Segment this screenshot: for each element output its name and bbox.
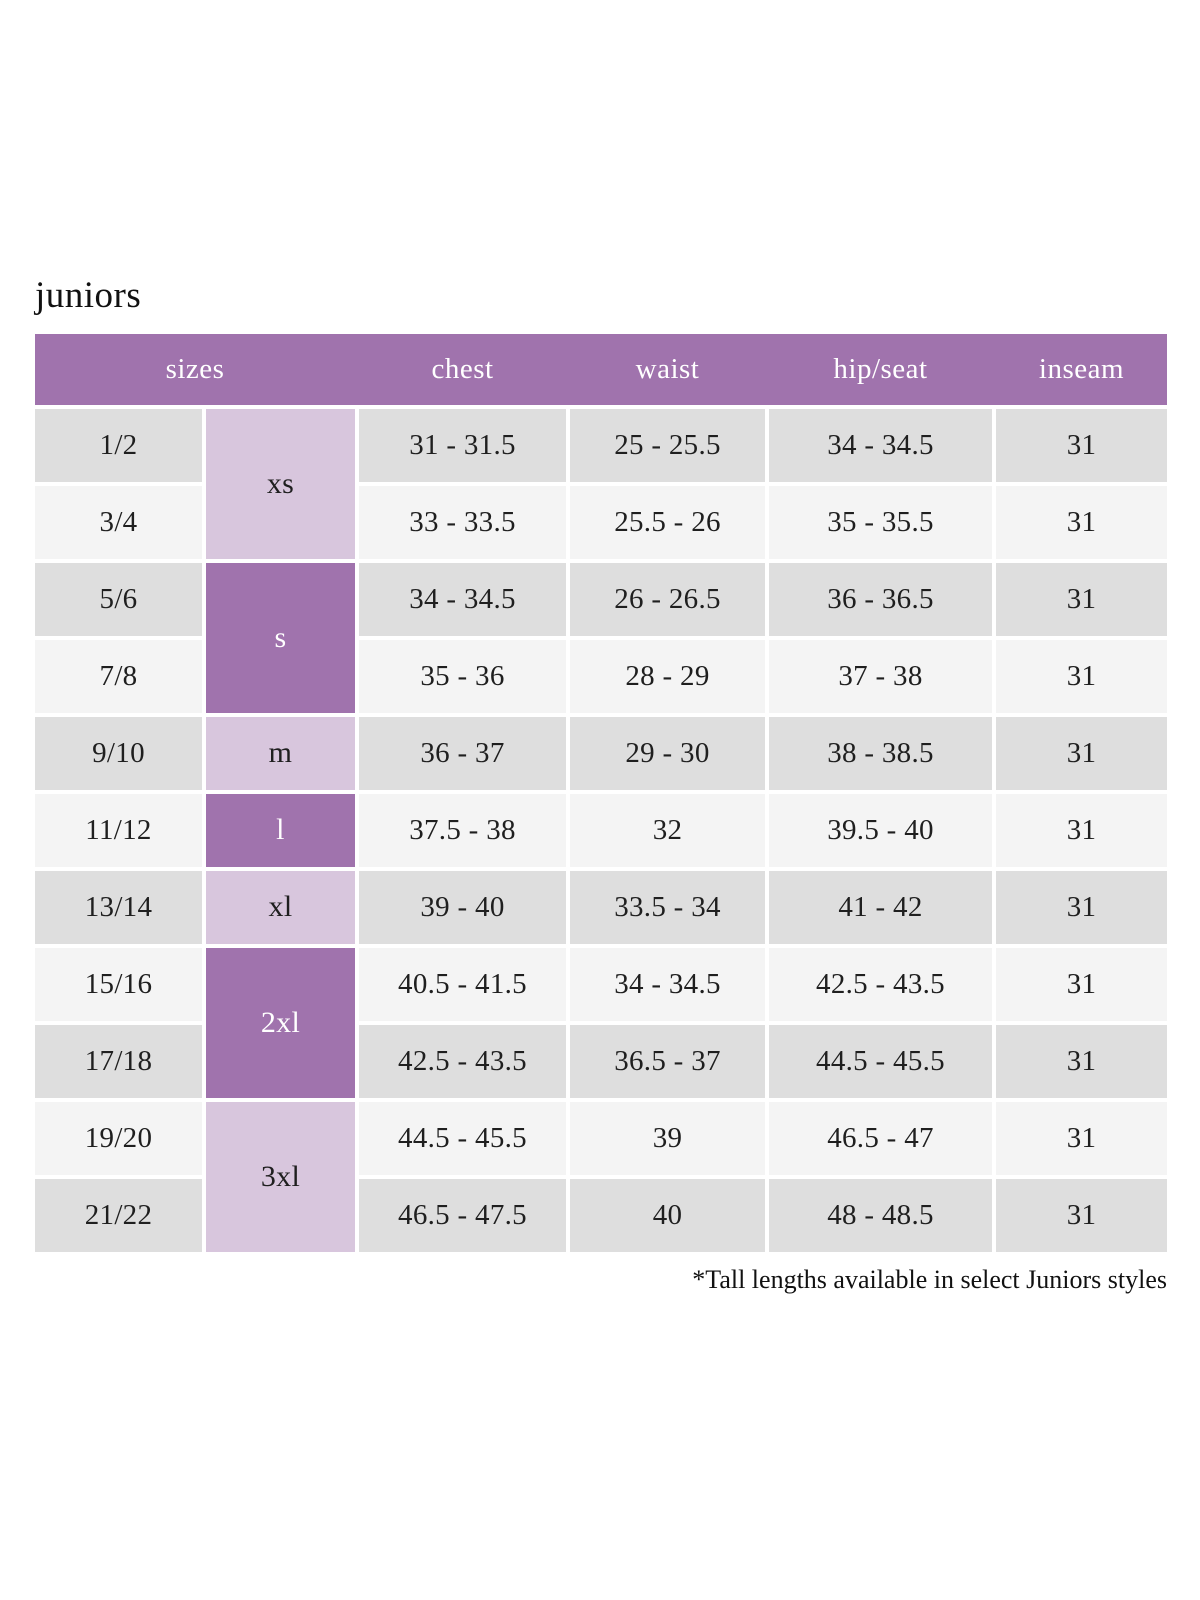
chest-cell: 39 - 40 [359,870,566,944]
chest-cell: 46.5 - 47.5 [359,1178,566,1252]
hip-seat-cell: 34 - 34.5 [769,408,992,482]
inseam-cell: 31 [996,1178,1167,1252]
hip-seat-cell: 46.5 - 47 [769,1101,992,1175]
size-group-cell-m: m [206,716,355,790]
hip-seat-cell: 48 - 48.5 [769,1178,992,1252]
table-header-row: sizes chest waist hip/seat inseam [35,333,1167,405]
chest-cell: 37.5 - 38 [359,793,566,867]
inseam-cell: 31 [996,562,1167,636]
size-cell: 17/18 [35,1024,202,1098]
hip-seat-cell: 37 - 38 [769,639,992,713]
size-cell: 15/16 [35,947,202,1021]
inseam-cell: 31 [996,1024,1167,1098]
size-group-cell-2xl: 2xl [206,947,355,1098]
inseam-cell: 31 [996,716,1167,790]
inseam-cell: 31 [996,870,1167,944]
waist-cell: 28 - 29 [570,639,765,713]
page-title: juniors [35,275,142,316]
footnote-text: *Tall lengths available in select Junior… [692,1264,1167,1294]
hip-seat-cell: 39.5 - 40 [769,793,992,867]
chest-cell: 31 - 31.5 [359,408,566,482]
size-cell: 13/14 [35,870,202,944]
size-cell: 3/4 [35,485,202,559]
waist-cell: 25.5 - 26 [570,485,765,559]
column-header-inseam: inseam [1038,352,1125,385]
inseam-cell: 31 [996,947,1167,1021]
size-cell: 1/2 [35,408,202,482]
chest-cell: 34 - 34.5 [359,562,566,636]
chest-cell: 44.5 - 45.5 [359,1101,566,1175]
table-body: 1/2 31 - 31.5 25 - 25.5 34 - 34.5 31 3/4 33 - … [35,408,1167,1252]
hip-seat-cell: 42.5 - 43.5 [769,947,992,1021]
inseam-cell: 31 [996,1101,1167,1175]
column-header-waist: waist [635,352,700,385]
waist-cell: 34 - 34.5 [570,947,765,1021]
waist-cell: 25 - 25.5 [570,408,765,482]
size-cell: 5/6 [35,562,202,636]
inseam-cell: 31 [996,793,1167,867]
size-group-cell-l: l [206,793,355,867]
size-chart: juniors sizes chest waist hip/seat insea… [35,275,1167,1295]
chest-cell: 36 - 37 [359,716,566,790]
waist-cell: 32 [570,793,765,867]
chest-cell: 33 - 33.5 [359,485,566,559]
chest-cell: 35 - 36 [359,639,566,713]
waist-cell: 36.5 - 37 [570,1024,765,1098]
inseam-cell: 31 [996,639,1167,713]
inseam-cell: 31 [996,408,1167,482]
size-group-cell-3xl: 3xl [206,1101,355,1252]
size-cell: 7/8 [35,639,202,713]
size-cell: 19/20 [35,1101,202,1175]
chest-cell: 42.5 - 43.5 [359,1024,566,1098]
hip-seat-cell: 44.5 - 45.5 [769,1024,992,1098]
inseam-cell: 31 [996,485,1167,559]
waist-cell: 39 [570,1101,765,1175]
column-header-hip-seat: hip/seat [833,352,928,385]
size-cell: 9/10 [35,716,202,790]
size-group-cell-s: s [206,562,355,713]
hip-seat-cell: 41 - 42 [769,870,992,944]
chest-cell: 40.5 - 41.5 [359,947,566,1021]
column-header-sizes: sizes [165,352,225,385]
size-group-cell-xl: xl [206,870,355,944]
size-cell: 21/22 [35,1178,202,1252]
size-group-cell-xs: xs [206,408,355,559]
waist-cell: 29 - 30 [570,716,765,790]
waist-cell: 26 - 26.5 [570,562,765,636]
hip-seat-cell: 38 - 38.5 [769,716,992,790]
waist-cell: 40 [570,1178,765,1252]
hip-seat-cell: 35 - 35.5 [769,485,992,559]
hip-seat-cell: 36 - 36.5 [769,562,992,636]
waist-cell: 33.5 - 34 [570,870,765,944]
column-header-chest: chest [431,352,494,385]
size-cell: 11/12 [35,793,202,867]
